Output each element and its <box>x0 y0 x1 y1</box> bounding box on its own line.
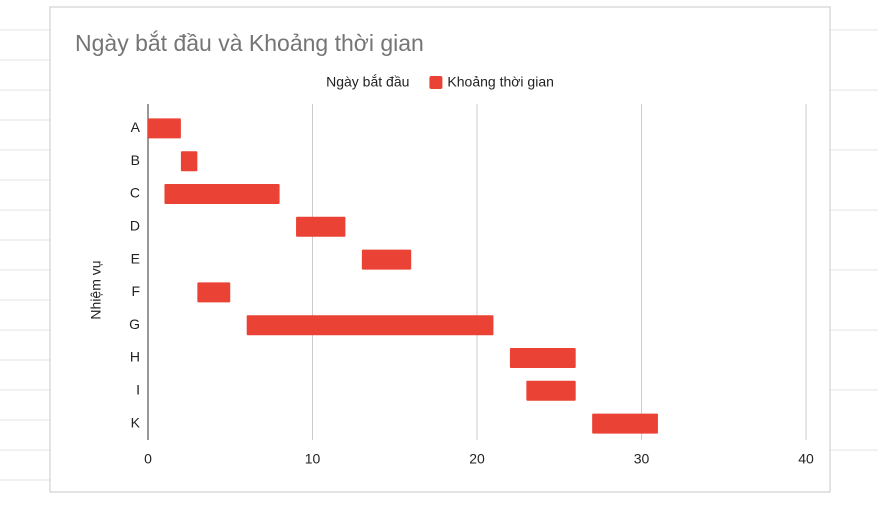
bar <box>148 151 181 171</box>
x-tick-label: 10 <box>305 451 321 467</box>
bar <box>148 282 197 302</box>
x-tick-label: 0 <box>144 451 152 467</box>
bar <box>148 315 247 335</box>
bar <box>148 250 362 270</box>
bar <box>246 315 494 336</box>
bar <box>296 216 346 237</box>
y-tick-label: G <box>129 316 140 332</box>
bar <box>509 348 576 368</box>
bar <box>180 151 198 172</box>
legend-label: Khoảng thời gian <box>447 74 553 90</box>
bar <box>148 184 164 204</box>
x-tick-label: 30 <box>634 451 650 467</box>
y-axis-label: Nhiệm vụ <box>88 260 104 319</box>
bar <box>526 380 576 401</box>
y-tick-label: B <box>131 152 140 168</box>
sheet-grid <box>0 29 878 481</box>
y-tick-label: D <box>130 218 140 234</box>
y-tick-label: A <box>131 119 141 135</box>
y-tick-label: F <box>131 283 140 299</box>
chart-title: Ngày bắt đầu và Khoảng thời gian <box>75 30 424 56</box>
bar <box>148 217 296 237</box>
y-tick-label: E <box>131 250 140 266</box>
bar <box>592 413 658 434</box>
y-tick-label: H <box>130 349 140 365</box>
x-tick-label: 20 <box>469 451 485 467</box>
bar <box>164 184 280 204</box>
bar <box>148 348 510 368</box>
bar <box>148 414 592 434</box>
legend-label: Ngày bắt đầu <box>326 74 409 90</box>
y-tick-label: C <box>130 185 140 201</box>
y-tick-label: K <box>131 414 141 430</box>
y-tick-label: I <box>136 382 140 398</box>
legend-swatch <box>429 76 443 89</box>
bar <box>148 118 181 139</box>
bar <box>361 249 412 270</box>
x-tick-label: 40 <box>798 451 814 467</box>
bar <box>197 282 231 303</box>
bar <box>148 381 526 401</box>
